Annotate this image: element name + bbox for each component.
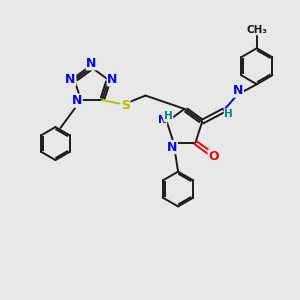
Text: H: H (164, 111, 173, 122)
Text: N: N (158, 115, 167, 125)
Text: N: N (65, 73, 76, 86)
Text: N: N (167, 140, 177, 154)
Text: S: S (121, 99, 130, 112)
Text: N: N (72, 94, 82, 107)
Text: N: N (107, 73, 118, 86)
Text: H: H (224, 109, 233, 119)
Text: N: N (233, 84, 243, 97)
Text: CH₃: CH₃ (246, 25, 267, 35)
Text: O: O (208, 150, 219, 163)
Text: N: N (86, 57, 97, 70)
